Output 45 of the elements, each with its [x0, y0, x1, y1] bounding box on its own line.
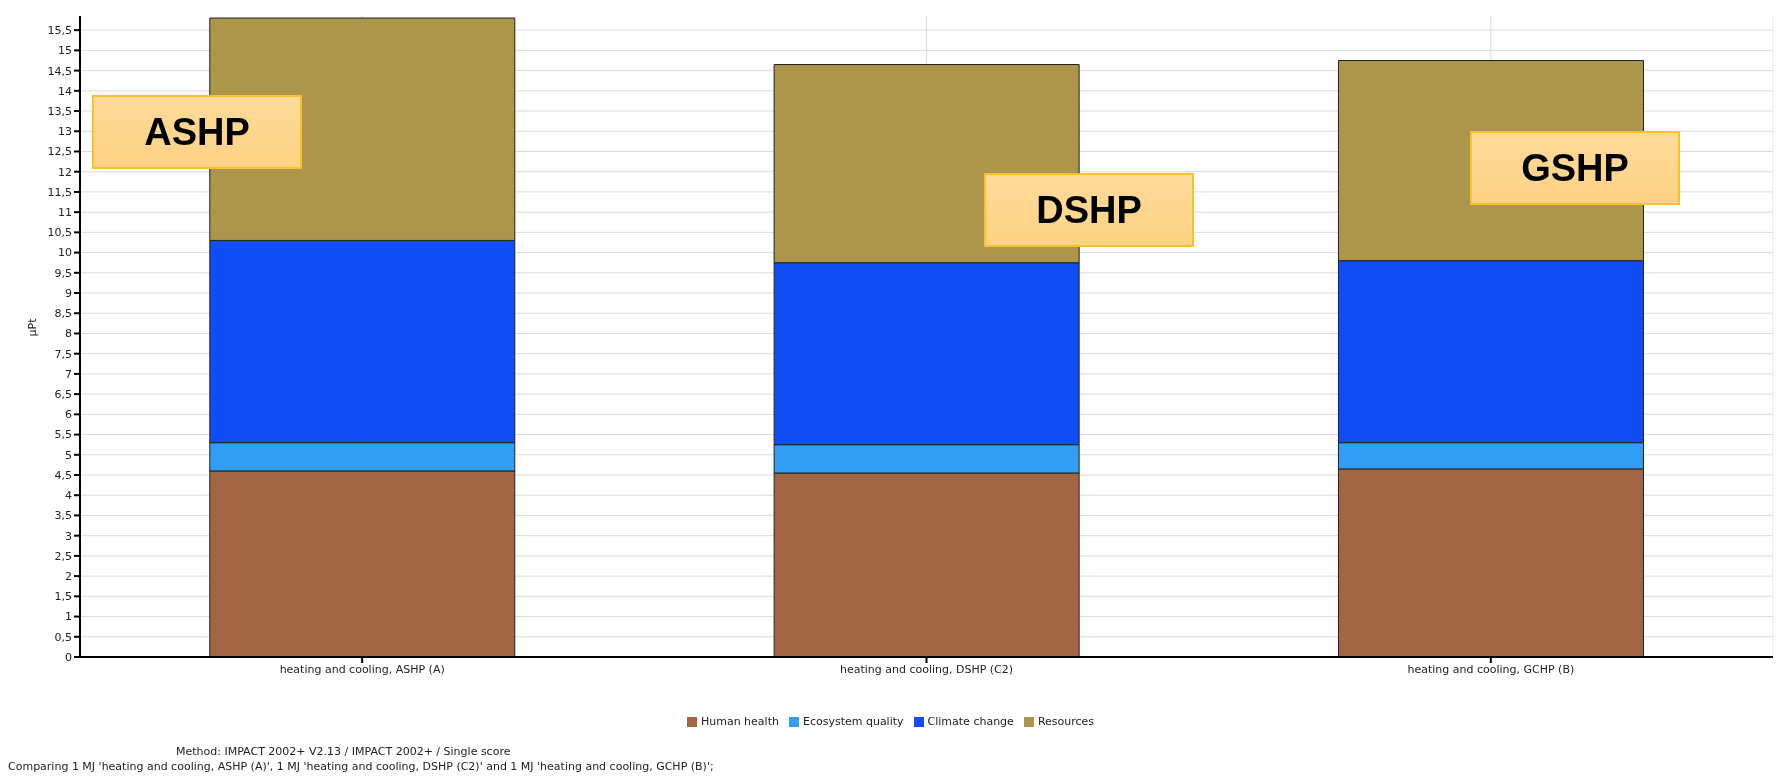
y-tick-label: 9 — [65, 286, 72, 300]
y-tick-label: 12 — [58, 165, 72, 179]
y-tick-label: 12,5 — [47, 145, 72, 159]
y-tick-label: 7,5 — [54, 347, 72, 361]
y-tick-label: 8 — [65, 327, 72, 341]
y-tick-label: 1 — [65, 610, 72, 624]
text: Method: IMPACT 2002+ V2.13 / IMPACT 2002+ / Single score — [175, 744, 512, 759]
annotation: ASHP — [92, 95, 302, 169]
y-tick-label: 13,5 — [47, 104, 72, 118]
y-axis-title: µPt — [25, 317, 39, 337]
y-tick-label: 10,5 — [47, 226, 72, 240]
legend-label: Resources — [1037, 715, 1095, 728]
y-tick-label: 1,5 — [54, 590, 72, 604]
legend-label: Ecosystem quality — [802, 715, 904, 728]
y-tick-label: 10 — [58, 246, 72, 260]
text: Comparing 1 MJ 'heating and cooling, ASHP (A)', 1 MJ 'heating and cooling, DSHP (C2)' and 1 MJ 'heating and cooling, GCHP (B)'; — [8, 759, 715, 774]
y-tick-label: 0,5 — [54, 630, 72, 644]
x-tick-label: heating and cooling, GCHP (B) — [1407, 662, 1575, 676]
legend-label: Climate change — [927, 715, 1014, 728]
annotation: GSHP — [1470, 131, 1680, 205]
y-tick-label: 6,5 — [54, 388, 72, 402]
y-tick-label: 3,5 — [54, 509, 72, 523]
y-tick-label: 11 — [58, 206, 72, 220]
y-tick-label: 6 — [65, 408, 72, 422]
y-tick-label: 2,5 — [54, 549, 72, 563]
x-tick-label: heating and cooling, DSHP (C2) — [839, 662, 1014, 676]
x-tick-label: heating and cooling, ASHP (A) — [279, 662, 445, 676]
y-tick-label: 5,5 — [54, 428, 72, 442]
y-tick-label: 14,5 — [47, 64, 72, 78]
y-tick-label: 5 — [65, 448, 72, 462]
y-tick-label: 3 — [65, 529, 72, 543]
y-tick-label: 15,5 — [47, 24, 72, 38]
y-tick-label: 13 — [58, 125, 72, 139]
y-tick-label: 2 — [65, 570, 72, 584]
y-tick-label: 7 — [65, 367, 72, 381]
y-tick-label: 9,5 — [54, 266, 72, 280]
y-tick-label: 4,5 — [54, 468, 72, 482]
y-tick-label: 8,5 — [54, 307, 72, 321]
y-tick-label: 0 — [65, 650, 72, 664]
y-tick-label: 15 — [58, 44, 72, 58]
legend-label: Human health — [700, 715, 779, 728]
y-tick-label: 14 — [58, 84, 72, 98]
y-tick-label: 11,5 — [47, 185, 72, 199]
y-tick-label: 4 — [65, 489, 72, 503]
annotation: DSHP — [984, 173, 1194, 247]
